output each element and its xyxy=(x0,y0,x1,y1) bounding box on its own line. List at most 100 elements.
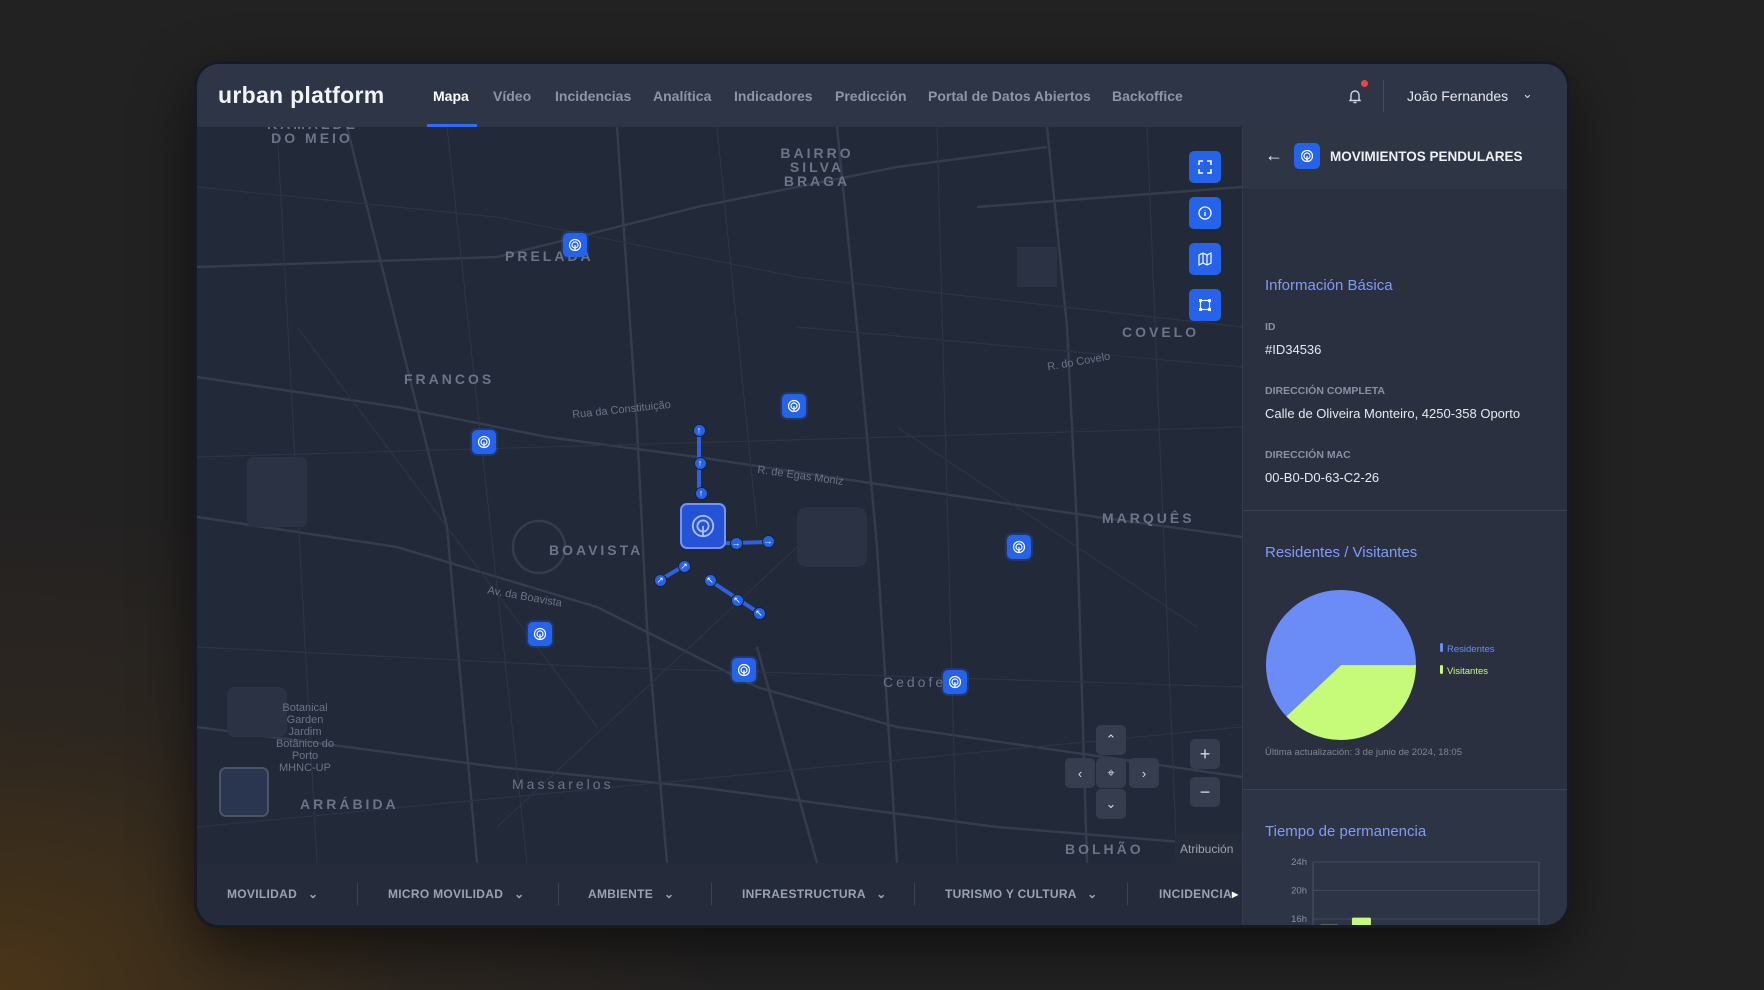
map-label-bolhao: BOLHÃO xyxy=(1065,841,1144,857)
residents-title: Residentes / Visitantes xyxy=(1265,544,1418,561)
sensor-marker[interactable] xyxy=(472,430,496,454)
flow-arrow-dot: ↗ xyxy=(677,559,691,573)
map-label-francos: FRANCOS xyxy=(404,371,495,387)
category-turismo-cultura[interactable]: TURISMO Y CULTURA ⌄ xyxy=(945,887,1098,901)
basic-info-title: Información Básica xyxy=(1265,277,1393,294)
panel-sensor-badge xyxy=(1294,143,1320,169)
stay-title: Tiempo de permanencia xyxy=(1265,823,1427,840)
sensor-marker[interactable] xyxy=(732,658,756,682)
category-divider xyxy=(1127,883,1128,905)
map-label-arrabida: ARRÁBIDA xyxy=(300,796,399,812)
id-value: #ID34536 xyxy=(1265,342,1322,357)
info-icon xyxy=(1198,206,1212,220)
flow-arrow-dot: ↗ xyxy=(653,573,667,587)
zoom-out-button[interactable]: − xyxy=(1190,777,1220,807)
map-canvas[interactable]: RAMALDE DO MEIO BAIRRO SILVA BRAGA PRELA… xyxy=(197,127,1242,863)
chevron-down-icon: ⌄ xyxy=(300,887,319,901)
category-label: MOVILIDAD xyxy=(227,887,298,901)
flow-arrow-dot: ↖ xyxy=(752,606,766,620)
category-infraestructura[interactable]: INFRAESTRUCTURA ⌄ xyxy=(742,887,887,901)
category-incidencias[interactable]: INCIDENCIAS xyxy=(1159,887,1231,901)
info-button[interactable] xyxy=(1189,197,1221,229)
y-tick-label: 24h xyxy=(1291,857,1307,868)
nav-video[interactable]: Vídeo xyxy=(493,88,532,104)
broadcast-icon xyxy=(533,627,547,641)
panel-title: MOVIMIENTOS PENDULARES xyxy=(1330,149,1523,164)
category-label: MICRO MOVILIDAD xyxy=(388,887,504,901)
nav-analitica[interactable]: Analítica xyxy=(653,88,712,104)
map-roads xyxy=(197,127,1242,863)
attribution-button[interactable]: Atribución xyxy=(1175,834,1242,863)
address-label: DIRECCIÓN COMPLETA xyxy=(1265,385,1385,397)
pie-slice-visitantes xyxy=(1286,665,1416,740)
nav-prediccion[interactable]: Predicción xyxy=(835,88,907,104)
pan-right-button[interactable]: › xyxy=(1129,758,1159,788)
category-label: AMBIENTE xyxy=(588,887,654,901)
category-micro-movilidad[interactable]: MICRO MOVILIDAD ⌄ xyxy=(388,887,524,901)
category-bar: MOVILIDAD ⌄ MICRO MOVILIDAD ⌄ AMBIENTE ⌄… xyxy=(197,863,1242,925)
category-ambiente[interactable]: AMBIENTE ⌄ xyxy=(588,887,674,901)
broadcast-icon xyxy=(691,514,715,538)
legend-residentes: Residentes xyxy=(1440,643,1495,655)
broadcast-icon xyxy=(1012,540,1026,554)
nav-backoffice[interactable]: Backoffice xyxy=(1112,88,1183,104)
pan-down-button[interactable]: ⌄ xyxy=(1096,789,1126,819)
fullscreen-button[interactable] xyxy=(1189,151,1221,183)
nav-mapa[interactable]: Mapa xyxy=(433,88,469,104)
section-divider xyxy=(1243,510,1567,511)
y-tick-label: 20h xyxy=(1291,886,1307,897)
scroll-right-icon[interactable]: ▸ xyxy=(1232,887,1239,901)
sensor-marker[interactable] xyxy=(782,394,806,418)
chevron-down-icon[interactable]: ⌄ xyxy=(1522,86,1533,101)
address-value: Calle de Oliveira Monteiro, 4250-358 Opo… xyxy=(1265,406,1521,421)
id-label: ID xyxy=(1265,321,1276,333)
selected-sensor-marker[interactable] xyxy=(680,503,726,549)
bell-icon[interactable] xyxy=(1345,86,1365,106)
flow-arrow-dot: ↑ xyxy=(694,486,708,500)
bar xyxy=(1351,917,1371,925)
broadcast-icon xyxy=(477,435,491,449)
sensor-marker[interactable] xyxy=(528,622,552,646)
active-tab-indicator xyxy=(427,124,477,127)
category-divider xyxy=(914,883,915,905)
pan-up-button[interactable]: ⌃ xyxy=(1096,725,1126,755)
sensor-marker[interactable] xyxy=(1007,535,1031,559)
mac-value: 00-B0-D0-63-C2-26 xyxy=(1265,470,1380,485)
stay-section xyxy=(1243,790,1567,925)
basemap-switcher[interactable] xyxy=(219,767,269,817)
nav-incidencias[interactable]: Incidencias xyxy=(555,88,632,104)
category-divider xyxy=(711,883,712,905)
residents-pie-chart xyxy=(1266,590,1416,740)
mac-label: DIRECCIÓN MAC xyxy=(1265,449,1351,461)
nav-portal-datos-abiertos[interactable]: Portal de Datos Abiertos xyxy=(928,88,1091,104)
nav-indicadores[interactable]: Indicadores xyxy=(734,88,813,104)
category-label: TURISMO Y CULTURA xyxy=(945,887,1077,901)
map-icon xyxy=(1198,252,1212,266)
category-movilidad[interactable]: MOVILIDAD ⌄ xyxy=(227,887,318,901)
layers-button[interactable] xyxy=(1189,243,1221,275)
select-area-button[interactable] xyxy=(1189,289,1221,321)
back-arrow-icon[interactable]: ← xyxy=(1265,145,1283,165)
top-header: urban platform Mapa Vídeo Incidencias An… xyxy=(197,64,1567,127)
sensor-marker[interactable] xyxy=(943,670,967,694)
logo[interactable]: urban platform xyxy=(218,82,385,108)
sensor-marker[interactable] xyxy=(563,233,587,257)
legend-label: Visitantes xyxy=(1447,666,1489,677)
center-button[interactable]: ⌖ xyxy=(1096,758,1126,788)
pie-slice-residentes xyxy=(1266,590,1416,717)
broadcast-icon xyxy=(948,675,962,689)
pan-left-button[interactable]: ‹ xyxy=(1065,758,1095,788)
user-name[interactable]: João Fernandes xyxy=(1407,88,1509,104)
map-view[interactable]: RAMALDE DO MEIO BAIRRO SILVA BRAGA PRELA… xyxy=(197,127,1242,863)
zoom-in-button[interactable]: + xyxy=(1190,739,1220,769)
flow-arrow-dot: → xyxy=(761,534,775,548)
broadcast-icon xyxy=(787,399,801,413)
legend-label: Residentes xyxy=(1447,644,1495,655)
category-divider xyxy=(357,883,358,905)
broadcast-icon xyxy=(1300,149,1314,163)
chevron-down-icon: ⌄ xyxy=(869,887,887,901)
panel-header: ← MOVIMIENTOS PENDULARES xyxy=(1243,127,1567,189)
app-window: urban platform Mapa Vídeo Incidencias An… xyxy=(197,64,1567,925)
chevron-down-icon: ⌄ xyxy=(506,887,525,901)
flow-arrow-dot: ↖ xyxy=(703,573,717,587)
